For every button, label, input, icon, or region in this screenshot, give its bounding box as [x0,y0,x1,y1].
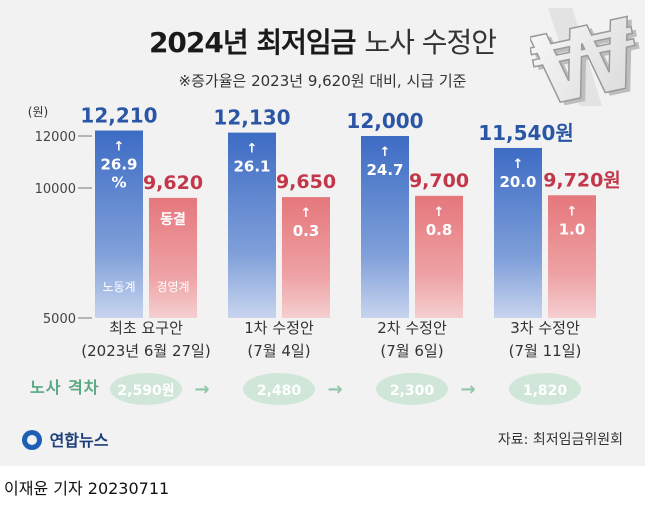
category-label: 1차 수정안 [244,319,314,337]
category-label: 3차 수정안 [510,319,580,337]
business-bar [548,195,596,318]
business-bar [282,197,330,318]
business-rate-label: 동결 [160,211,186,228]
y-tick-label: 5000 [43,312,76,327]
legend-business: 경영계 [156,280,189,294]
gap-bubble [243,373,315,405]
arrow-right-icon: → [460,379,475,400]
gap-value-label: 2,590원 [117,383,174,399]
gap-row-label: 노사 격차 [30,378,100,397]
up-arrow-icon: ↑ [301,206,312,221]
title-strong: 2024년 최저임금 [148,26,356,59]
category-date-label: (7월 4일) [247,342,310,360]
page-title: 2024년 최저임금 노사 수정안 [0,26,645,60]
labor-rate-label: 20.0 [499,173,536,191]
byline: 이재윤 기자 20230711 [4,479,170,498]
gap-bubble [376,373,448,405]
up-arrow-icon: ↑ [567,204,578,219]
business-value-label: 9,620 [143,172,203,194]
labor-bar [95,130,143,318]
up-arrow-icon: ↑ [114,140,125,155]
category-label: 2차 수정안 [377,319,447,337]
category-date-label: (7월 6일) [380,342,443,360]
labor-rate-label: 24.7 [366,161,403,179]
won-symbol: ₩ [530,8,642,118]
business-value-label: 9,650 [276,171,336,193]
source-note: 자료: 최저임금위원회 [497,432,623,448]
gap-value-label: 1,820 [523,383,568,399]
up-arrow-icon: ↑ [513,157,524,172]
labor-rate-label: % [111,174,126,192]
business-rate-label: 1.0 [559,220,586,238]
labor-value-label: 11,540원 [478,121,574,145]
category-label: 최초 요구안 [109,319,183,337]
y-axis-label: (원) [28,105,48,119]
business-bar [415,195,463,318]
arrow-right-icon: → [327,379,342,400]
up-arrow-icon: ↑ [380,145,391,160]
y-tick-label: 12000 [35,130,76,145]
labor-value-label: 12,130 [213,106,290,130]
category-date-label: (2023년 6월 27일) [81,342,210,360]
business-rate-label: 0.8 [426,221,453,239]
y-tick-label: 10000 [35,182,76,197]
business-value-label: 9,720원 [543,169,621,191]
gap-value-label: 2,480 [257,383,302,399]
business-value-label: 9,700 [409,170,469,192]
won-symbol-icon: ₩ ₩ [530,8,642,118]
labor-rate-label: 26.9 [100,156,137,174]
gap-bubble [110,373,182,405]
labor-bar [228,132,276,318]
won-symbol-shadow: ₩ [530,8,642,118]
brand-name: 연합뉴스 [49,431,109,450]
legend-labor: 노동계 [102,280,135,294]
title-light: 노사 수정안 [364,26,497,59]
subtitle: ※증가율은 2023년 9,620원 대비, 시급 기준 [178,72,467,90]
business-bar [149,197,197,318]
gap-bubble [509,373,581,405]
labor-value-label: 12,000 [346,109,423,133]
category-date-label: (7월 11일) [509,342,582,360]
business-rate-label: 0.3 [293,222,320,240]
brand-logo: 연합뉴스 [22,427,108,451]
labor-bar [494,147,542,318]
up-arrow-icon: ↑ [247,142,258,157]
up-arrow-icon: ↑ [434,205,445,220]
labor-bar [361,136,409,318]
gap-value-label: 2,300 [390,383,435,399]
labor-rate-label: 26.1 [233,158,270,176]
labor-value-label: 12,210 [80,104,157,128]
arrow-right-icon: → [194,379,209,400]
yonhap-logo-icon [22,430,42,450]
